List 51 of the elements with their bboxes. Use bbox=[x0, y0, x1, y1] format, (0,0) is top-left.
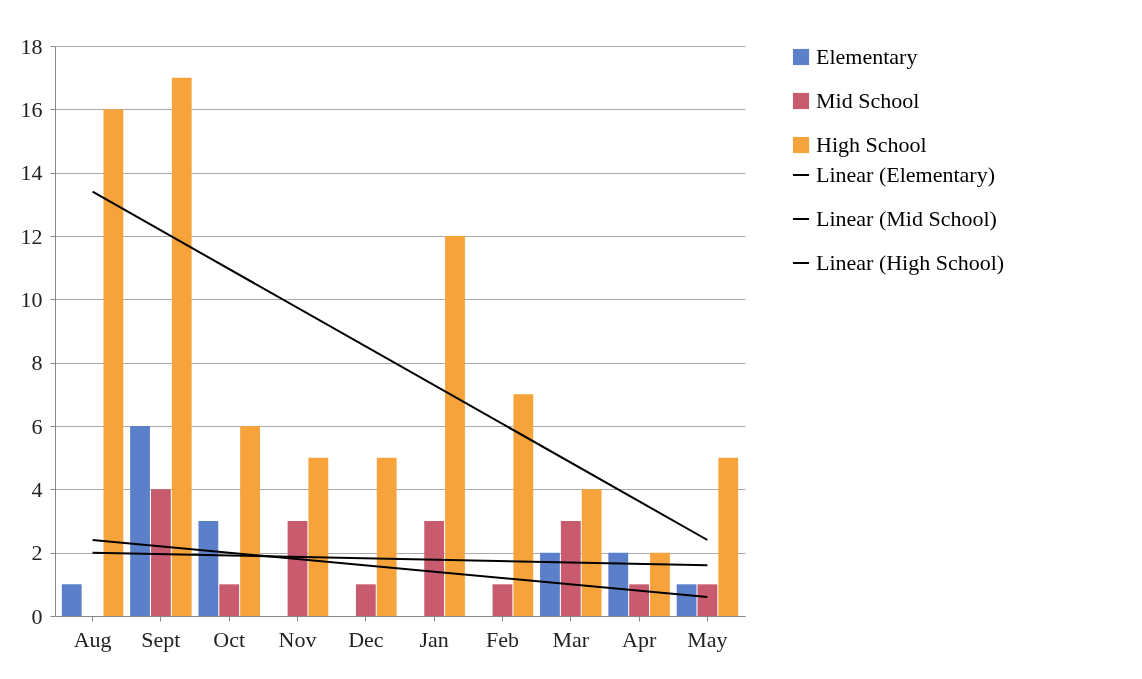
y-tick-label: 10 bbox=[20, 286, 43, 312]
x-tick-label: Feb bbox=[485, 626, 519, 652]
y-tick-label: 0 bbox=[31, 603, 43, 629]
legend-label: High School bbox=[816, 132, 927, 157]
bar bbox=[676, 584, 697, 616]
x-tick-label: Mar bbox=[552, 626, 590, 652]
y-tick-label: 16 bbox=[20, 96, 43, 122]
bar bbox=[355, 584, 376, 616]
bar bbox=[130, 426, 150, 616]
x-tick-label: Jan bbox=[419, 626, 449, 652]
bar bbox=[240, 426, 260, 616]
legend-label: Linear (High School) bbox=[816, 250, 1005, 275]
legend-label: Elementary bbox=[816, 44, 918, 69]
x-tick-label: Apr bbox=[622, 626, 657, 652]
bar bbox=[608, 552, 629, 616]
x-tick-label: Oct bbox=[213, 626, 246, 652]
bar bbox=[308, 457, 329, 616]
legend-label: Mid School bbox=[816, 88, 920, 113]
x-tick-label: May bbox=[687, 626, 728, 652]
legend-label: Linear (Elementary) bbox=[816, 162, 995, 187]
x-tick-label: Nov bbox=[278, 626, 317, 652]
x-tick-label: Aug bbox=[73, 626, 112, 652]
bar bbox=[150, 489, 171, 616]
legend-label: Linear (Mid School) bbox=[816, 206, 997, 231]
bar bbox=[287, 521, 308, 616]
bar bbox=[376, 457, 397, 616]
y-tick-label: 2 bbox=[31, 540, 43, 566]
bar bbox=[650, 552, 670, 616]
bar bbox=[492, 584, 513, 616]
bar bbox=[697, 584, 718, 616]
y-tick-label: 14 bbox=[20, 160, 43, 186]
bar bbox=[219, 584, 240, 616]
bar bbox=[198, 521, 219, 616]
y-tick-label: 6 bbox=[31, 413, 43, 439]
bar bbox=[560, 521, 581, 616]
bar bbox=[629, 584, 650, 616]
bar bbox=[103, 109, 124, 616]
x-tick-label: Dec bbox=[348, 626, 384, 652]
y-tick-label: 8 bbox=[31, 350, 43, 376]
y-tick-label: 4 bbox=[31, 476, 43, 502]
bar bbox=[61, 584, 82, 616]
y-tick-label: 12 bbox=[20, 223, 43, 249]
bar bbox=[513, 394, 534, 616]
bar bbox=[424, 521, 445, 616]
bar bbox=[171, 77, 192, 616]
bar bbox=[445, 236, 465, 616]
x-tick-label: Sept bbox=[141, 626, 181, 652]
bar bbox=[540, 552, 560, 616]
bar bbox=[718, 457, 739, 616]
y-tick-label: 18 bbox=[20, 33, 43, 59]
bar bbox=[581, 489, 602, 616]
